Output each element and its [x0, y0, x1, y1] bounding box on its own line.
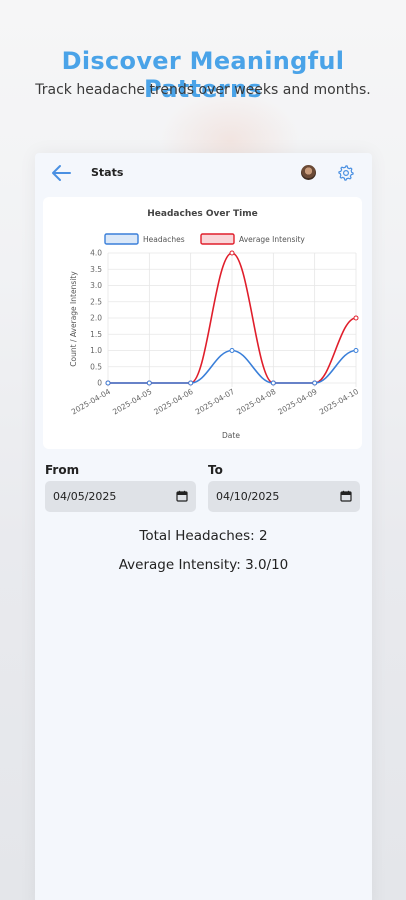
arrow-left-icon [52, 165, 71, 181]
to-date-input[interactable]: 04/10/2025 [208, 481, 360, 512]
chart-card: Headaches Over Time Headaches Average Int… [43, 197, 362, 449]
legend-average-intensity-swatch [200, 233, 235, 245]
x-tick-label: 2025-04-06 [152, 387, 194, 417]
y-tick-label: 0 [97, 379, 102, 388]
calendar-icon [340, 490, 352, 502]
headaches-chart: Headaches Over Time Headaches Average Int… [69, 209, 360, 440]
data-point-headaches [270, 380, 276, 386]
from-date-value: 04/05/2025 [53, 490, 117, 503]
y-tick-label: 4.0 [90, 249, 102, 258]
chart-grid [107, 252, 357, 387]
legend-headaches-label: Headaches [143, 235, 185, 244]
back-button[interactable] [49, 162, 73, 184]
promo-title: Discover Meaningful Patterns [61, 47, 345, 103]
x-axis-ticks: 2025-04-04 2025-04-05 2025-04-06 2025-04-07… [70, 387, 360, 417]
x-tick-label: 2025-04-05 [111, 387, 153, 417]
calendar-icon [176, 490, 188, 502]
from-date-input[interactable]: 04/05/2025 [45, 481, 196, 512]
x-tick-label: 2025-04-08 [235, 387, 277, 417]
y-tick-label: 3.0 [90, 281, 102, 290]
data-point-headaches [229, 348, 235, 353]
page-title: Stats [91, 166, 124, 179]
y-tick-label: 1.0 [90, 346, 102, 355]
y-tick-label: 3.5 [90, 265, 102, 274]
settings-button[interactable] [337, 164, 355, 182]
x-axis-label: Date [222, 431, 240, 440]
x-tick-label: 2025-04-04 [70, 387, 112, 417]
y-tick-label: 1.5 [90, 330, 102, 339]
y-axis-label: Count / Average Intensity [69, 271, 78, 367]
data-point-headaches [353, 348, 359, 353]
promo-subtitle: Track headache trends over weeks and mon… [35, 82, 371, 98]
y-tick-label: 2.0 [90, 314, 102, 323]
chart-points [105, 250, 359, 386]
average-intensity: Average Intensity: 3.0/10 [118, 557, 289, 573]
to-label: To [208, 463, 223, 477]
gear-icon [338, 165, 354, 181]
app-screen: Stats Headaches Over Time Headaches Avera… [35, 153, 372, 900]
legend-average-intensity-label: Average Intensity [239, 235, 305, 244]
from-label: From [45, 463, 80, 477]
to-date-value: 04/10/2025 [216, 490, 280, 503]
avatar[interactable] [301, 165, 316, 180]
app-bar: Stats [35, 153, 372, 193]
y-axis-ticks: 0 0.5 1.0 1.5 2.0 2.5 3.0 3.5 4.0 [90, 249, 102, 388]
data-point-headaches [146, 380, 152, 386]
legend-headaches-swatch [104, 233, 139, 245]
x-tick-label: 2025-04-10 [318, 387, 360, 417]
y-tick-label: 0.5 [90, 362, 102, 371]
chart-legend: Headaches Average Intensity [104, 233, 305, 245]
data-point-headaches [105, 380, 111, 386]
y-tick-label: 2.5 [90, 297, 102, 306]
x-tick-label: 2025-04-09 [276, 387, 318, 417]
data-point-average-intensity [229, 250, 235, 256]
data-point-headaches [312, 380, 318, 386]
data-point-headaches [188, 380, 194, 386]
chart-title: Headaches Over Time [147, 209, 257, 219]
total-headaches: Total Headaches: 2 [139, 528, 268, 544]
data-point-average-intensity [353, 315, 359, 321]
x-tick-label: 2025-04-07 [194, 387, 236, 417]
